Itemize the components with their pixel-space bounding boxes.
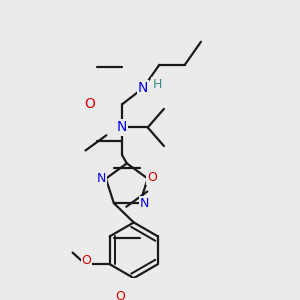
Text: H: H: [152, 78, 162, 91]
Text: O: O: [84, 97, 95, 111]
Text: N: N: [117, 121, 128, 134]
Text: N: N: [140, 197, 149, 210]
Text: O: O: [147, 171, 157, 184]
Text: O: O: [82, 254, 92, 267]
Text: O: O: [115, 290, 125, 300]
Text: N: N: [97, 172, 106, 185]
Text: N: N: [138, 81, 148, 95]
